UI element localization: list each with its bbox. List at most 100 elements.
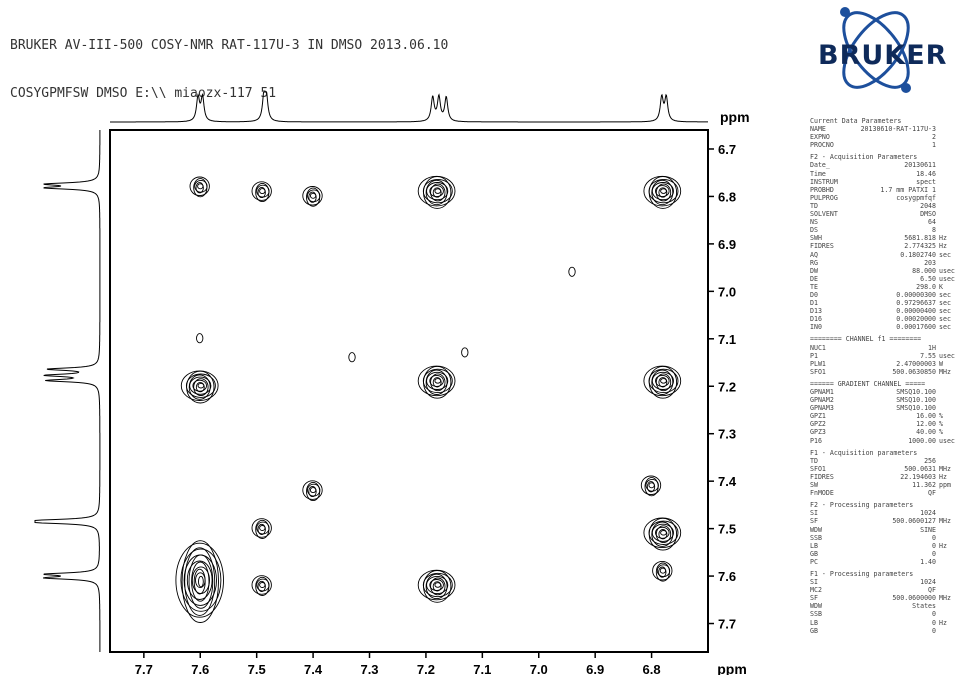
param-row: LB 0 Hz [810,542,956,550]
param-unit: MHz [939,367,951,376]
param-row: NS 64 [810,218,956,226]
param-row: GPNAM1 SMSQ10.100 [810,388,956,396]
param-row: FIDRES 22.194603 Hz [810,473,956,481]
param-row: EXPNO 2 [810,133,956,141]
param-row: DW 88.000 usec [810,267,956,275]
param-unit: MHz [939,517,951,526]
param-row: SI 1024 [810,509,956,517]
param-unit: % [939,428,943,437]
param-key: SOLVENT [810,210,838,219]
param-row: D0 0.00000300 sec [810,291,956,299]
y-tick-label: 7.0 [718,284,736,299]
param-row: PULPROG cosygpmfqf [810,194,956,202]
x-tick-label: 7.1 [473,662,491,675]
cross-peak [417,365,456,399]
param-key: PLW1 [810,359,826,368]
param-key: GPNAM2 [810,396,834,405]
param-key: SI [810,509,818,518]
param-section-title: F1 - Acquisition parameters [810,448,918,457]
y-tick-label: 6.7 [718,142,736,157]
param-unit: Hz [939,472,947,481]
param-row: GPZ2 12.00% [810,420,956,428]
param-key: NAME [810,125,826,134]
param-unit: sec [939,307,951,316]
param-unit: sec [939,250,951,259]
param-value: 256 [924,456,936,465]
param-value: 500.0600127 [892,517,936,526]
param-section-title: F2 - Processing parameters [810,501,914,510]
param-unit: % [939,420,943,429]
param-value: 20130610-RAT-117U-3 [860,125,936,134]
param-section-title: F2 - Acquisition Parameters [810,153,918,162]
param-key: Time [810,169,826,178]
f1-projection-spectrum [34,130,101,652]
param-value: 0 [932,618,936,627]
param-value: 0.00020000 [896,315,936,324]
param-row: GPZ3 40.00% [810,428,956,436]
param-section-title: Current Data Parameters [810,117,902,125]
param-value: 2.774325 [904,242,936,251]
param-key: WDW [810,602,822,611]
param-value: 16.00 [916,412,936,421]
atom-orbit-icon [840,7,911,93]
param-row: SSB 0 [810,534,956,542]
param-value: States [912,602,936,611]
param-row: SWH 5681.818 Hz [810,234,956,242]
param-key: NUC1 [810,343,826,352]
param-row: GPZ1 16.00% [810,412,956,420]
cross-peak [251,181,272,203]
x-tick-label: 6.8 [643,662,661,675]
param-value: 1024 [920,509,936,518]
param-unit: MHz [939,594,951,603]
param-value: 1H [928,343,936,352]
top-projection-trace [110,91,708,123]
param-key: SW [810,481,818,490]
contour-layer [175,175,682,623]
param-key: LB [810,541,818,550]
param-value: 500.0631 [904,464,936,473]
param-value: 500.0600000 [892,594,936,603]
param-unit: Hz [939,234,947,243]
param-key: P16 [810,436,822,445]
plot-frame [109,129,709,653]
param-unit: Hz [939,541,947,550]
param-value: DMSO [920,210,936,219]
param-key: INSTRUM [810,177,838,186]
x-tick-label: 7.6 [191,662,209,675]
param-key: IN0 [810,323,822,332]
param-value: 0.97296637 [896,299,936,308]
param-row: DE 6.50 usec [810,275,956,283]
param-row: GPNAM3 SMSQ10.100 [810,404,956,412]
param-key: RG [810,258,818,267]
param-row: NUC1 1H [810,344,956,352]
param-unit: sec [939,290,951,299]
left-projection-trace [34,130,101,652]
param-unit: sec [939,299,951,308]
param-key: SSB [810,610,822,619]
param-value: 18.46 [916,169,936,178]
param-value: 500.0630850 [892,367,936,376]
param-key: GB [810,549,818,558]
param-key: DW [810,266,818,275]
cross-peak [302,480,323,502]
param-key: TD [810,456,818,465]
param-value: 0 [932,626,936,635]
cross-peak [643,175,682,209]
param-row: SFO1 500.0630850 MHz [810,368,956,376]
param-value: 0 [932,549,936,558]
param-unit: usec [939,274,955,283]
param-key: MC2 [810,586,822,595]
param-value: QF [928,586,936,595]
param-value: 11.362 [912,481,936,490]
param-value: 0 [932,610,936,619]
cross-peak [302,186,323,207]
param-row: SSB 0 [810,610,956,618]
param-unit: W [939,359,943,368]
param-value: 12.00 [916,420,936,429]
param-row: D16 0.00020000 sec [810,315,956,323]
param-unit: Hz [939,618,947,627]
cross-peak [251,518,272,539]
x-tick-label: 7.2 [417,662,435,675]
param-key: GPZ1 [810,412,826,421]
y-tick-label: 7.3 [718,427,736,442]
